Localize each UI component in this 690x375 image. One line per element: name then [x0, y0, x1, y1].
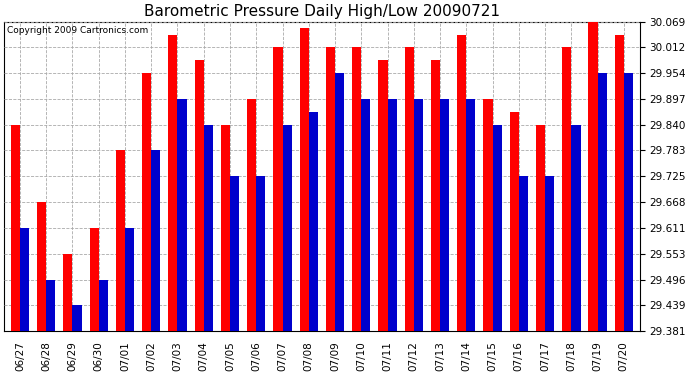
- Bar: [431, 60, 440, 331]
- Bar: [493, 125, 502, 331]
- Bar: [352, 47, 362, 331]
- Bar: [624, 74, 633, 331]
- Bar: [151, 150, 160, 331]
- Bar: [99, 279, 108, 331]
- Bar: [273, 47, 282, 331]
- Bar: [177, 99, 187, 331]
- Bar: [326, 47, 335, 331]
- Bar: [37, 202, 46, 331]
- Bar: [466, 99, 475, 331]
- Bar: [545, 177, 554, 331]
- Bar: [519, 177, 528, 331]
- Bar: [256, 177, 266, 331]
- Bar: [589, 22, 598, 331]
- Bar: [562, 47, 571, 331]
- Bar: [72, 305, 81, 331]
- Bar: [125, 228, 134, 331]
- Bar: [299, 28, 308, 331]
- Bar: [46, 279, 55, 331]
- Text: Copyright 2009 Cartronics.com: Copyright 2009 Cartronics.com: [8, 26, 148, 35]
- Bar: [168, 35, 177, 331]
- Bar: [362, 99, 371, 331]
- Title: Barometric Pressure Daily High/Low 20090721: Barometric Pressure Daily High/Low 20090…: [144, 4, 500, 19]
- Bar: [90, 228, 99, 331]
- Bar: [388, 99, 397, 331]
- Bar: [230, 177, 239, 331]
- Bar: [484, 99, 493, 331]
- Bar: [510, 112, 519, 331]
- Bar: [335, 74, 344, 331]
- Bar: [615, 35, 624, 331]
- Bar: [63, 254, 72, 331]
- Bar: [440, 99, 449, 331]
- Bar: [204, 125, 213, 331]
- Bar: [11, 125, 20, 331]
- Bar: [116, 150, 125, 331]
- Bar: [308, 112, 318, 331]
- Bar: [20, 228, 29, 331]
- Bar: [282, 125, 292, 331]
- Bar: [247, 99, 256, 331]
- Bar: [598, 74, 607, 331]
- Bar: [457, 35, 466, 331]
- Bar: [142, 74, 151, 331]
- Bar: [378, 60, 388, 331]
- Bar: [414, 99, 423, 331]
- Bar: [536, 125, 545, 331]
- Bar: [195, 60, 204, 331]
- Bar: [571, 125, 580, 331]
- Bar: [404, 47, 414, 331]
- Bar: [221, 125, 230, 331]
